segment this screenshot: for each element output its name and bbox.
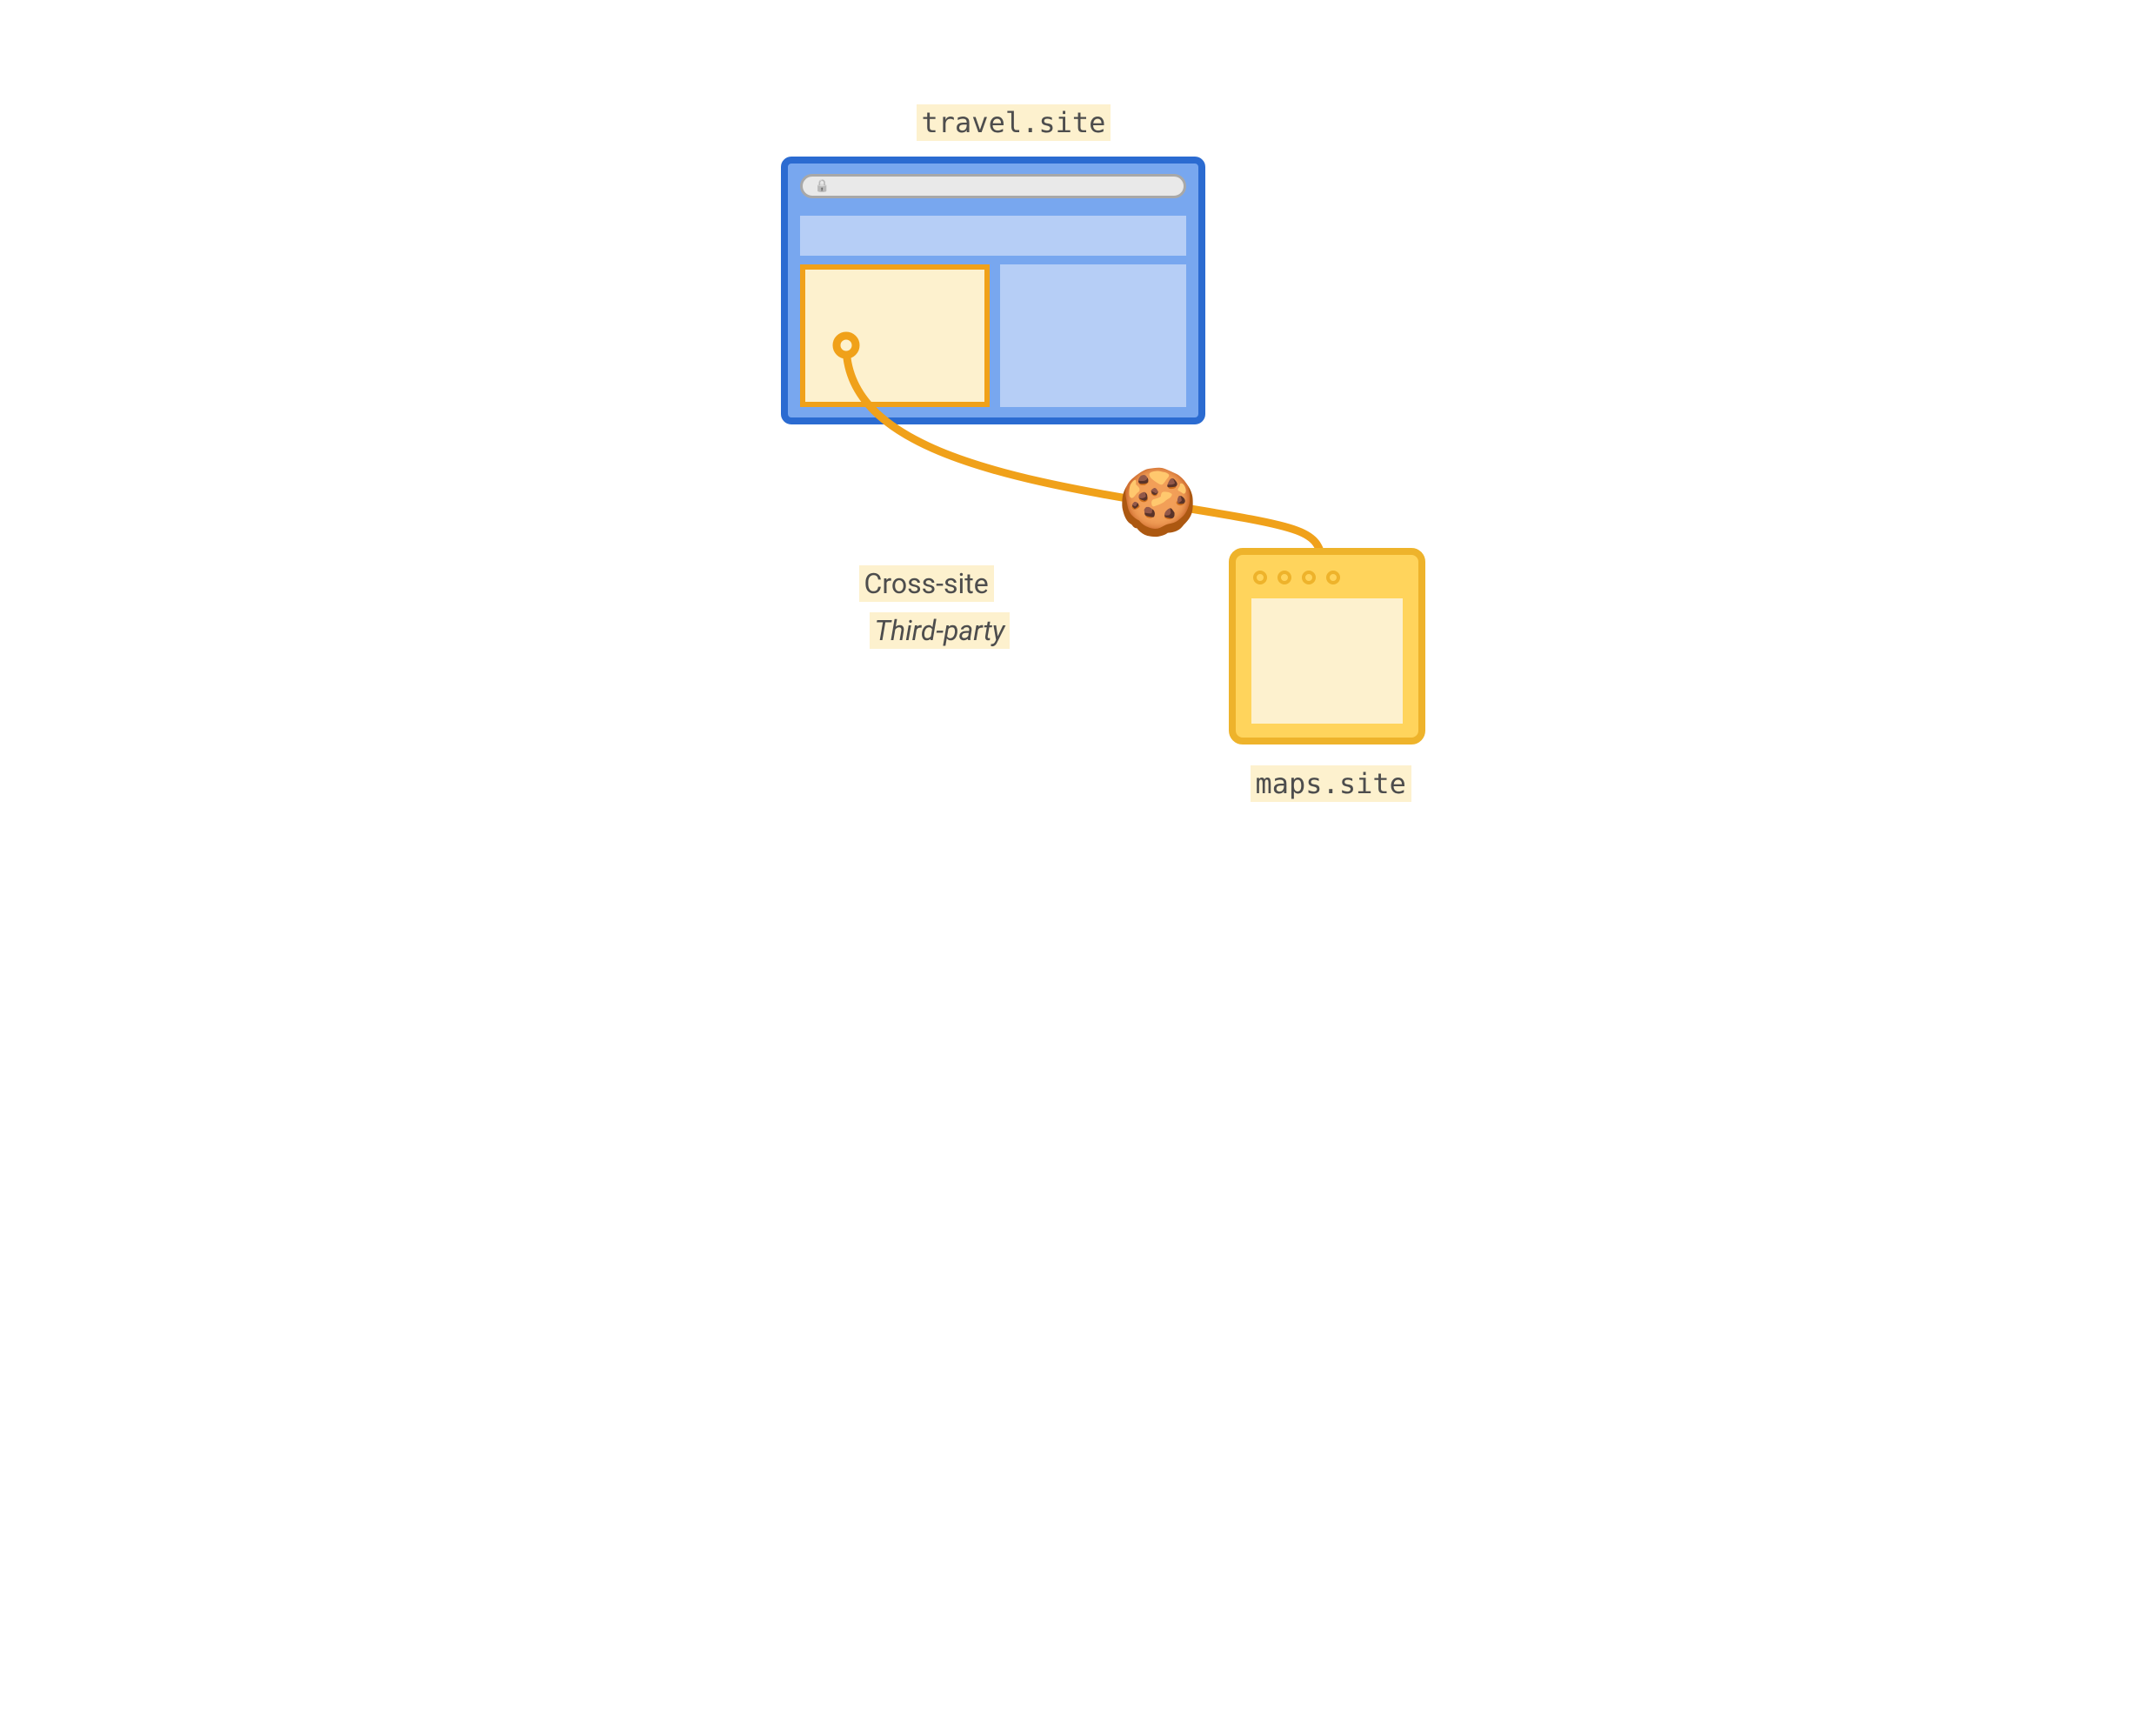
browser-header-bar <box>800 216 1186 256</box>
lock-icon: 🔒 <box>815 179 830 194</box>
cookie-icon: 🍪 <box>1117 465 1197 541</box>
embedded-iframe-panel <box>800 264 990 407</box>
browser-window: 🔒 <box>781 157 1205 424</box>
diagram-canvas: travel.site 🔒 🍪 Cross-site Third-party m… <box>537 0 1611 868</box>
third-party-window-body <box>1251 598 1403 724</box>
window-dot-icon <box>1253 571 1267 584</box>
third-party-window-dots <box>1253 571 1340 584</box>
window-dot-icon <box>1277 571 1291 584</box>
window-dot-icon <box>1302 571 1316 584</box>
third-party-window <box>1229 548 1425 744</box>
bottom-site-label: maps.site <box>1251 765 1411 802</box>
third-party-label: Third-party <box>870 612 1011 649</box>
browser-content-panel <box>1000 264 1186 407</box>
cross-site-label: Cross-site <box>859 565 994 602</box>
browser-url-bar: 🔒 <box>800 174 1186 198</box>
top-site-label: travel.site <box>917 104 1111 141</box>
window-dot-icon <box>1326 571 1340 584</box>
